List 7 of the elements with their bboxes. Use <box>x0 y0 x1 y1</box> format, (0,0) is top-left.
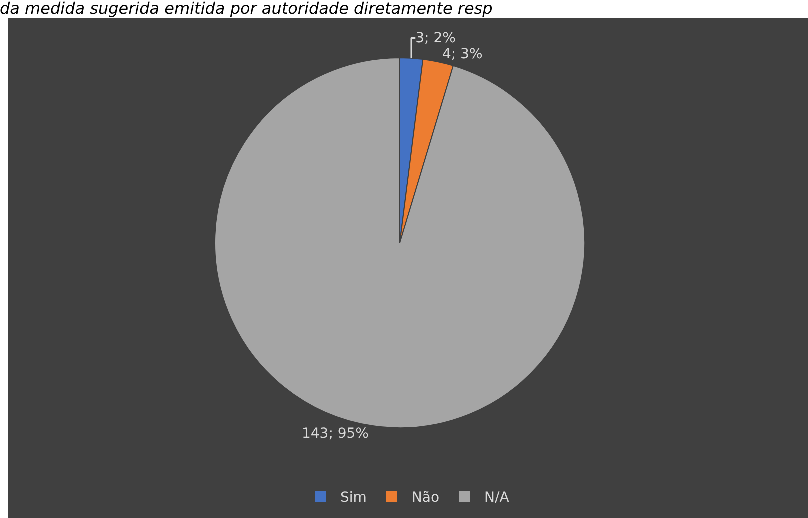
chart-title: da medida sugerida emitida por autoridade diretamente resp <box>0 0 493 18</box>
data-label: 3; 2% <box>416 30 456 46</box>
legend-label: Sim <box>340 490 367 506</box>
legend-label: N/A <box>484 490 510 506</box>
data-label: 143; 95% <box>302 426 369 442</box>
data-label: 4; 3% <box>442 46 483 62</box>
legend-label: Não <box>412 490 440 506</box>
